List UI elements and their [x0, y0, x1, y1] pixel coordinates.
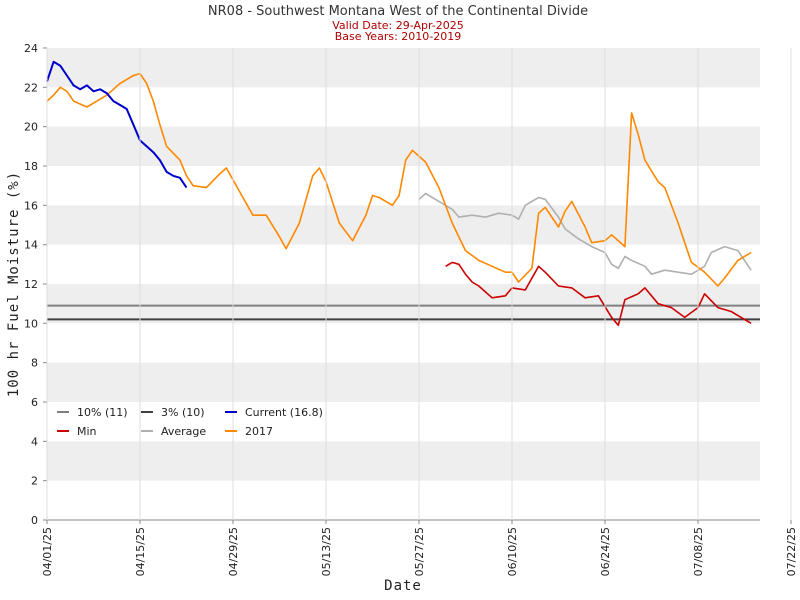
grid-band	[47, 126, 760, 166]
chart-subtitle-base-years: Base Years: 2010-2019	[335, 30, 461, 43]
series-line	[445, 261, 752, 327]
grid-bands	[47, 48, 760, 481]
y-tick-label: 16	[24, 199, 38, 212]
y-tick-label: 6	[31, 396, 38, 409]
grid-band	[47, 284, 760, 324]
series-line	[46, 60, 188, 189]
y-tick-label: 8	[31, 357, 38, 370]
grid-band	[47, 48, 760, 88]
x-tick-labels: 04/01/25 04/15/25 04/29/25 05/13/25 05/27/25…	[41, 48, 798, 576]
y-tick-label: 0	[31, 514, 38, 527]
series-line	[418, 192, 752, 275]
x-tick-label: 05/13/25	[320, 527, 333, 576]
grid-band	[47, 205, 760, 245]
chart-subtitle-valid-date: Valid Date: 29-Apr-2025	[332, 19, 464, 32]
y-tick-label: 14	[24, 239, 38, 252]
series-line	[46, 72, 752, 287]
y-tick-label: 10	[24, 317, 38, 330]
legend-label: Average	[161, 425, 206, 438]
y-axis-label: 100 hr Fuel Moisture (%)	[6, 171, 22, 397]
legend-label: Current (16.8)	[245, 406, 323, 419]
y-tick-label: 2	[31, 475, 38, 488]
x-axis-label: Date	[384, 578, 422, 594]
y-tick-label: 22	[24, 81, 38, 94]
reference-lines	[47, 304, 760, 321]
x-tick-label: 04/15/25	[134, 527, 147, 576]
legend-label: 2017	[245, 425, 273, 438]
y-tick-label: 18	[24, 160, 38, 173]
legend-label: Min	[77, 425, 97, 438]
x-tick-label: 04/01/25	[41, 527, 54, 576]
y-tick-label: 12	[24, 278, 38, 291]
x-tick-label: 07/22/25	[785, 527, 798, 576]
y-tick-label: 20	[24, 121, 38, 134]
legend-label: 3% (10)	[161, 406, 205, 419]
x-tick-label: 04/29/25	[227, 527, 240, 576]
series-lines	[46, 60, 752, 327]
y-tick-label: 24	[24, 42, 38, 55]
grid-band	[47, 362, 760, 402]
legend-label: 10% (11)	[77, 406, 128, 419]
x-tick-label: 06/10/25	[506, 527, 519, 576]
x-tick-label: 06/24/25	[599, 527, 612, 576]
y-tick-label: 4	[31, 435, 38, 448]
chart-title: NR08 - Southwest Montana West of the Con…	[208, 4, 588, 19]
grid-band	[47, 441, 760, 481]
x-tick-label: 05/27/25	[413, 527, 426, 576]
x-tick-label: 07/08/25	[692, 527, 705, 576]
legend: 10% (11) 3% (10) Current (16.8) Min Average 2…	[57, 406, 323, 438]
